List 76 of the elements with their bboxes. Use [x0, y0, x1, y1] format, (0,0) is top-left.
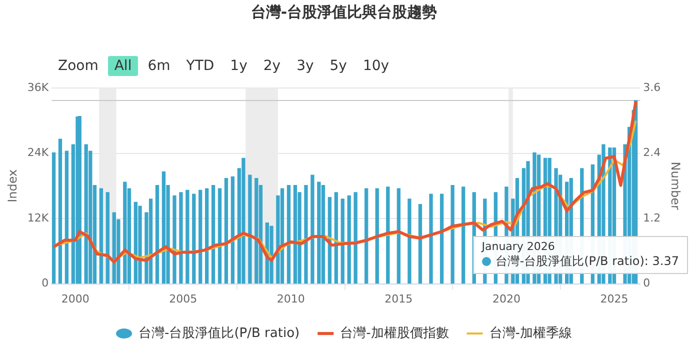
y-tick-label: 0 [42, 276, 49, 290]
y2-tick-label: 1.2 [643, 211, 661, 224]
bar [106, 192, 110, 284]
bar [64, 150, 69, 284]
bar [162, 171, 166, 284]
bar [386, 186, 390, 284]
bar [179, 192, 183, 284]
bar [354, 192, 358, 284]
bar [304, 185, 308, 284]
bar [172, 195, 176, 284]
range-button: 10y [356, 56, 396, 76]
range-button: 3y [290, 56, 320, 76]
range-button: 2y [257, 56, 287, 76]
bar [224, 178, 228, 284]
y-axis-title: Index [5, 169, 20, 202]
x-tick-label: 2005 [169, 292, 198, 306]
bar [218, 188, 222, 284]
range-button: All [108, 56, 138, 76]
bar [52, 152, 56, 284]
bar [123, 182, 127, 284]
annotation: 台灣-台股淨值比(P/B ratio): 3.37 [496, 253, 679, 270]
bar [310, 174, 314, 284]
bar [396, 188, 400, 284]
bar [230, 176, 235, 284]
bar [155, 185, 160, 284]
annotation: January 2026 [482, 240, 556, 253]
y2-tick-label: 2.4 [643, 146, 661, 160]
y2-tick-label: 0 [643, 276, 650, 290]
legend-label: 台灣-台股淨值比(P/B ratio) [138, 326, 300, 341]
bar [317, 182, 321, 284]
range-button: 5y [324, 56, 353, 76]
bar [293, 185, 298, 284]
bar [375, 188, 379, 284]
range-button: 1y [224, 56, 254, 76]
bar [286, 185, 291, 284]
bar [148, 198, 153, 284]
bar [462, 186, 466, 284]
bar [418, 204, 422, 284]
legend-label: 台灣-加權季線 [489, 326, 572, 341]
y-tick-label: 12K [27, 211, 50, 224]
x-tick-label: 2020 [492, 292, 520, 306]
y-tick-label: 24K [27, 146, 50, 160]
bar [280, 188, 284, 284]
chart-title: 台灣-台股淨值比與台股趨勢 [250, 2, 438, 21]
bar [204, 188, 209, 284]
x-tick-label: 2000 [61, 292, 90, 306]
bar [198, 190, 202, 284]
text: Zoom [58, 58, 98, 74]
bar [138, 206, 142, 284]
range-button: YTD [180, 56, 220, 76]
bar [340, 198, 344, 284]
y2-axis-title: Number [668, 162, 683, 210]
x-tick-label: 2010 [276, 292, 305, 306]
bar [254, 178, 258, 284]
bar [364, 188, 368, 284]
bar [334, 192, 338, 284]
bar [211, 185, 216, 284]
bar [248, 174, 252, 284]
bar [186, 190, 190, 284]
bar [321, 185, 326, 284]
bar [58, 138, 62, 284]
bar [84, 144, 88, 284]
bar [99, 188, 104, 284]
bar [440, 194, 444, 284]
bar [450, 185, 454, 284]
x-tick-label: 2025 [600, 292, 628, 306]
y2-tick-label: 3.6 [643, 80, 661, 94]
legend-label: 台灣-加權股價指數 [340, 326, 449, 341]
range-button: 6m [142, 56, 176, 76]
bar [429, 194, 433, 284]
y-tick-label: 36K [27, 80, 50, 94]
bar [242, 158, 246, 284]
bar [347, 195, 351, 284]
bar [408, 198, 412, 284]
x-tick-label: 2015 [384, 292, 413, 306]
bar [192, 194, 196, 284]
